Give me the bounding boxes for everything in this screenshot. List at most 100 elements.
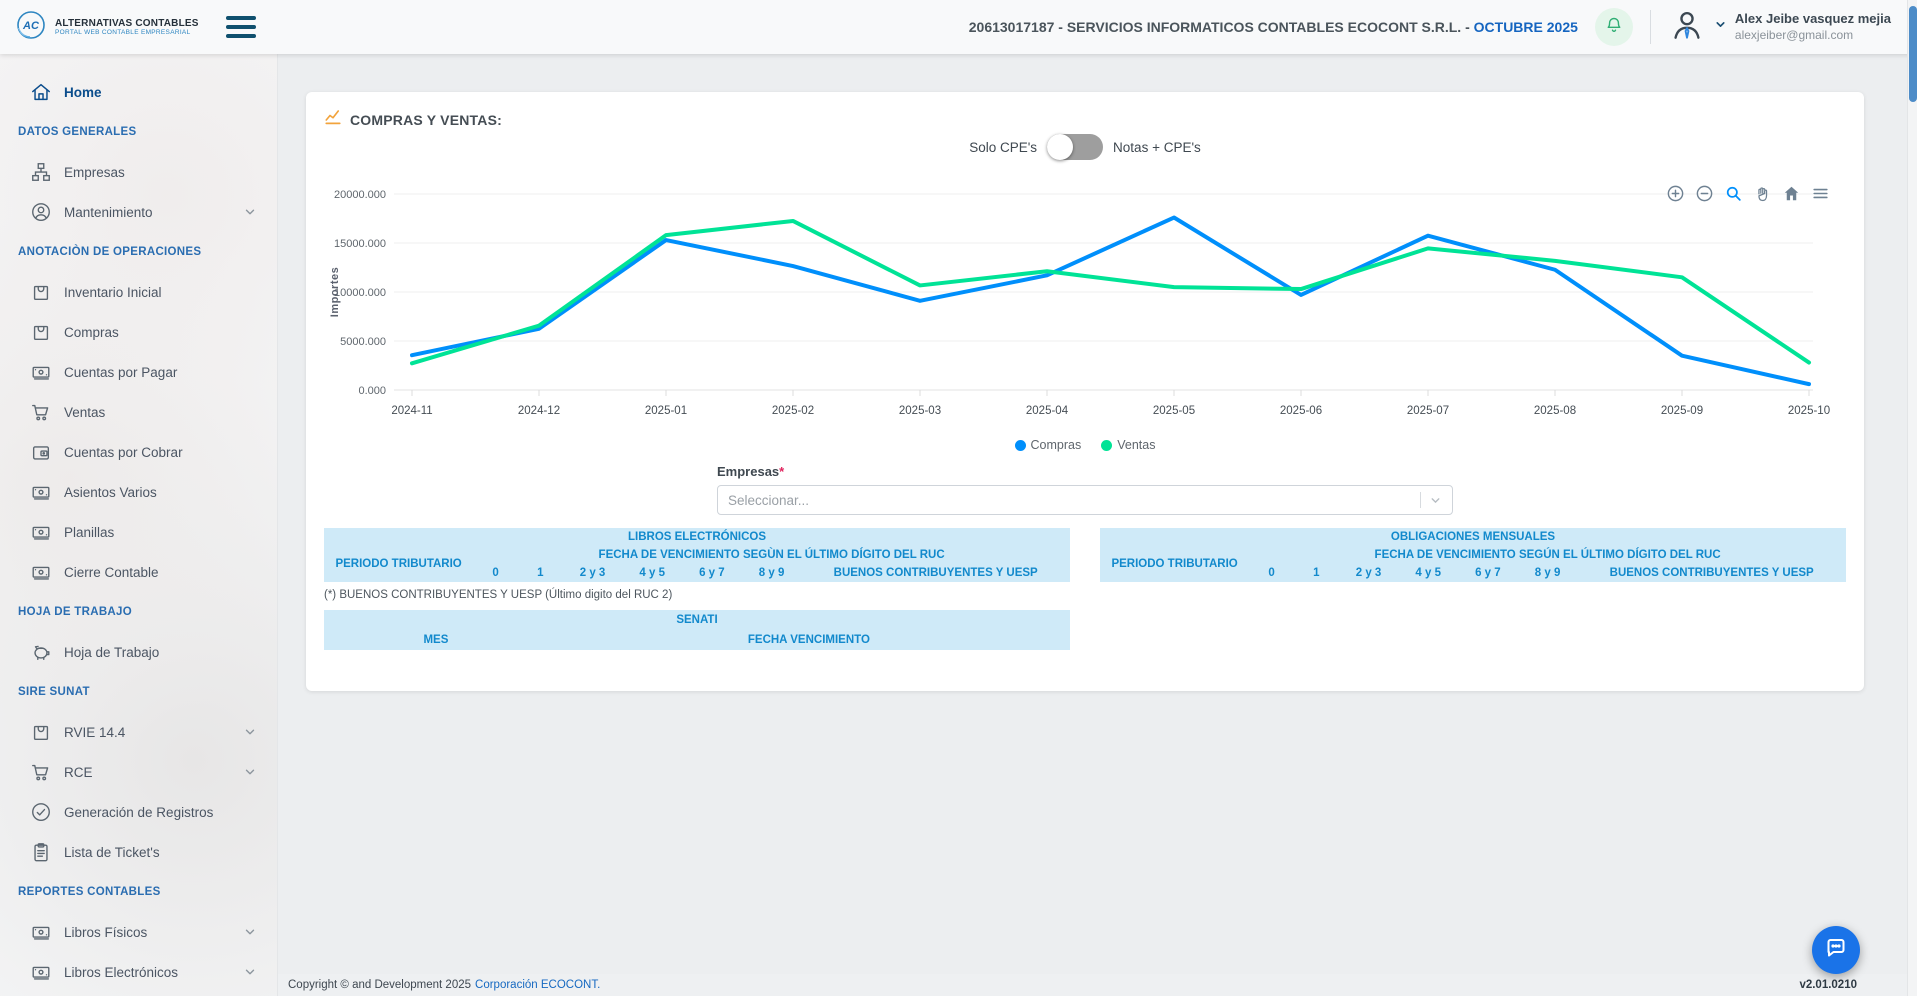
sidebar-item-asientos-varios[interactable]: Asientos Varios [0,472,277,512]
toggle-right-label: Notas + CPE's [1113,140,1201,155]
sidebar-item-compras[interactable]: Compras [0,312,277,352]
svg-text:15000.000: 15000.000 [334,238,386,250]
sidebar-item-label: RCE [64,765,93,780]
bell-icon [1604,15,1624,40]
digit-col-header: 2 y 3 [1339,564,1399,582]
brand-logo-icon: AC [14,8,48,47]
periodo-tributario-header: PERIODO TRIBUTARIO [1100,546,1249,582]
sidebar-item-label: Cuentas por Cobrar [64,445,183,460]
buenos-contribuyentes-header: BUENOS CONTRIBUYENTES Y UESP [1577,564,1846,582]
select-divider [1420,492,1421,508]
zoom-in-icon[interactable] [1666,184,1685,203]
line-chart[interactable]: 0.0005000.00010000.00015000.00020000.000… [324,182,1846,434]
digit-col-header: 4 y 5 [1398,564,1458,582]
brand-title: ALTERNATIVAS CONTABLES [55,18,199,29]
sidebar-item-label: RVIE 14.4 [64,725,125,740]
sidebar-item-mantenimiento[interactable]: Mantenimiento [0,192,277,232]
buenos-contribuyentes-note: (*) BUENOS CONTRIBUYENTES Y UESP (Último… [324,589,1846,601]
sidebar-item-libros-electronicos[interactable]: Libros Electrónicos [0,952,277,992]
digit-col-header: 0 [1249,564,1294,582]
user-chevron-down-icon[interactable] [1714,18,1727,36]
copyright-text: Copyright © and Development 2025 [288,979,471,991]
svg-text:0.000: 0.000 [358,385,386,397]
svg-text:2025-08: 2025-08 [1534,405,1576,417]
sidebar-item-label: Libros Físicos [64,925,147,940]
svg-text:10000.000: 10000.000 [334,287,386,299]
compras-legend-dot [1015,440,1026,451]
chat-fab-button[interactable] [1812,926,1860,974]
pan-icon[interactable] [1753,184,1772,203]
digit-col-header: 6 y 7 [682,564,742,582]
sidebar-item-label: Cierre Contable [64,565,159,580]
vertical-scrollbar[interactable] [1907,0,1917,996]
scrollbar-thumb[interactable] [1909,6,1917,102]
avatar-icon [1668,6,1706,49]
zoom-out-icon[interactable] [1695,184,1714,203]
banknote-icon [30,521,52,543]
app-logo[interactable]: AC ALTERNATIVAS CONTABLES PORTAL WEB CON… [0,8,212,47]
svg-text:2025-01: 2025-01 [645,405,687,417]
sidebar-item-rvie-14-4[interactable]: RVIE 14.4 [0,712,277,752]
sidebar-item-cuentas-por-cobrar[interactable]: Cuentas por Cobrar [0,432,277,472]
chevron-down-icon [243,965,257,979]
chat-bubble-icon [1824,936,1848,965]
sidebar-item-hoja-de-trabajo[interactable]: Hoja de Trabajo [0,632,277,672]
clipboard-icon [30,841,52,863]
sidebar-item-libros-fisicos[interactable]: Libros Físicos [0,912,277,952]
sidebar-item-label: Compras [64,325,119,340]
bag-icon [30,321,52,343]
chart-title-icon [324,108,342,131]
digit-col-header: 2 y 3 [563,564,623,582]
sidebar-item-label: Ventas [64,405,105,420]
svg-text:2025-07: 2025-07 [1407,405,1449,417]
chevron-down-icon [243,725,257,739]
sidebar-item-label: Inventario Inicial [64,285,162,300]
libros-table-title: LIBROS ELECTRÓNICOS [324,528,1070,546]
chart-legend: Compras Ventas [324,438,1846,452]
fecha-vencimiento-header: FECHA DE VENCIMIENTO SEGÙN EL ÚLTIMO DÍG… [473,546,1070,564]
empresas-select[interactable]: Seleccionar... [717,485,1453,515]
user-circle-icon [30,201,52,223]
sidebar-item-label: Asientos Varios [64,485,157,500]
ecocont-link[interactable]: Corporación ECOCONT. [475,979,600,991]
selection-zoom-icon[interactable] [1724,184,1743,203]
svg-text:2024-12: 2024-12 [518,405,560,417]
sidebar-toggle-menu-icon[interactable] [226,16,256,38]
brand-subtitle: PORTAL WEB CONTABLE EMPRESARIAL [55,29,199,36]
fecha-vencimiento-senati-header: FECHA VENCIMIENTO [548,630,1070,650]
notifications-button[interactable] [1595,8,1633,46]
legend-item-compras[interactable]: Compras [1015,438,1082,452]
legend-item-ventas[interactable]: Ventas [1101,438,1155,452]
card-title: COMPRAS Y VENTAS: [350,112,502,128]
sidebar-item-rce[interactable]: RCE [0,752,277,792]
chevron-down-icon [243,925,257,939]
empresas-label: Empresas* [717,464,1453,479]
chart-menu-icon[interactable] [1811,184,1830,203]
sidebar-item-empresas[interactable]: Empresas [0,152,277,192]
cpe-toggle[interactable] [1047,134,1103,160]
sidebar-item-generacion-de-registros[interactable]: Generación de Registros [0,792,277,832]
svg-text:20000.000: 20000.000 [334,189,386,201]
sidebar-section-reportes-contables: REPORTES CONTABLES [0,872,277,912]
svg-text:2025-05: 2025-05 [1153,405,1195,417]
banknote-icon [30,481,52,503]
user-menu[interactable]: Alex Jeibe vasquez mejia alexjeiber@gmai… [1668,6,1891,49]
sidebar-item-home[interactable]: Home [0,72,277,112]
wallet-icon [30,441,52,463]
sidebar-item-cierre-contable[interactable]: Cierre Contable [0,552,277,592]
user-email: alexjeiber@gmail.com [1735,28,1891,43]
reset-home-icon[interactable] [1782,184,1801,203]
svg-text:2025-10: 2025-10 [1788,405,1830,417]
chevron-down-icon [243,765,257,779]
cart-icon [30,401,52,423]
sidebar-item-lista-de-ticket-s[interactable]: Lista de Ticket's [0,832,277,872]
sidebar-item-inventario-inicial[interactable]: Inventario Inicial [0,272,277,312]
sidebar-item-planillas[interactable]: Planillas [0,512,277,552]
select-chevron-down-icon[interactable] [1429,494,1442,507]
required-asterisk: * [779,464,784,479]
banknote-icon [30,921,52,943]
sidebar-item-cuentas-por-pagar[interactable]: Cuentas por Pagar [0,352,277,392]
sidebar-item-ventas[interactable]: Ventas [0,392,277,432]
obligaciones-mensuales-table: OBLIGACIONES MENSUALES PERIODO TRIBUTARI… [1100,528,1846,582]
sidebar-nav: HomeDATOS GENERALESEmpresasMantenimiento… [0,54,278,996]
